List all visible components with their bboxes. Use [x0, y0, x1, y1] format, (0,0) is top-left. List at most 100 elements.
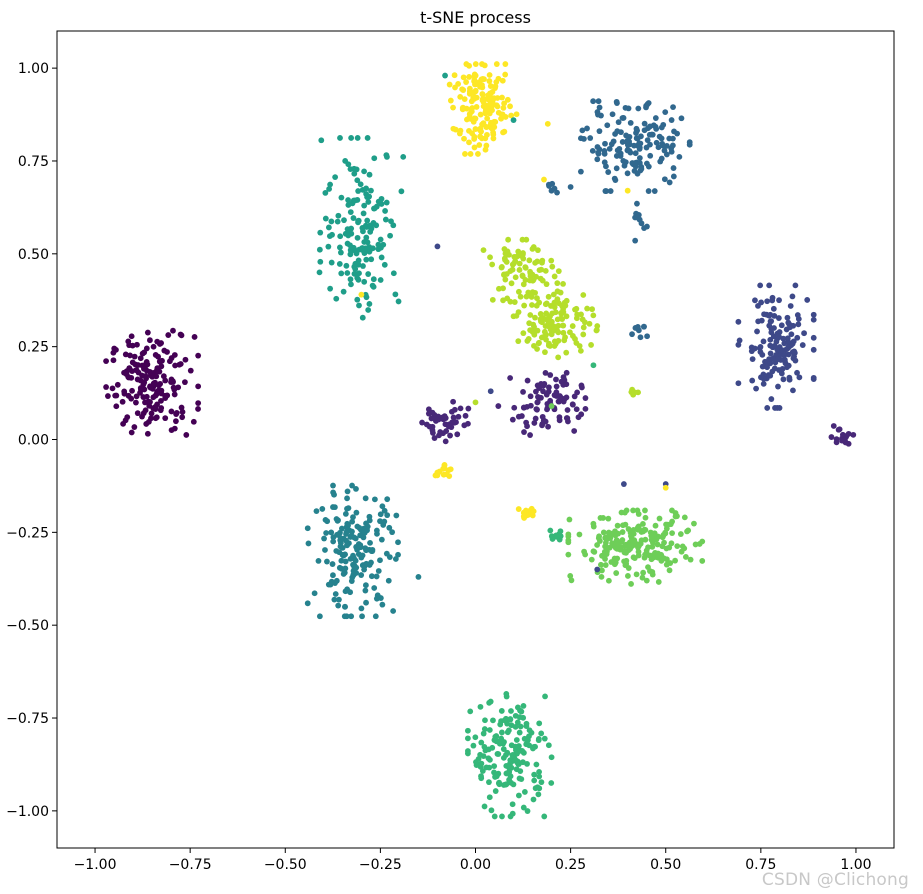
- scatter-point-class-5: [390, 270, 397, 277]
- scatter-point-class-2: [771, 313, 778, 319]
- scatter-point-class-0: [148, 410, 155, 417]
- scatter-point-class-0: [137, 355, 144, 362]
- scatter-point-class-1: [531, 420, 538, 426]
- scatter-point-class-1: [465, 420, 471, 427]
- scatter-point-class-4: [359, 613, 365, 620]
- scatter-point-class-3: [594, 109, 601, 115]
- scatter-point-class-7: [667, 560, 674, 566]
- scatter-point-class-9: [473, 104, 480, 110]
- scatter-point-class-6: [504, 729, 511, 736]
- scatter-point-class-3: [617, 150, 624, 157]
- scatter-point-class-4: [332, 591, 339, 597]
- scatter-point-class-2: [754, 328, 760, 335]
- scatter-point-class-9: [479, 76, 486, 82]
- scatter-point-class-1: [527, 393, 534, 400]
- scatter-point-class-8: [562, 334, 568, 341]
- scatter-point-class-6: [478, 760, 485, 767]
- scatter-point-class-1: [547, 372, 554, 378]
- scatter-point-class-7: [603, 551, 610, 557]
- scatter-point-class-5: [388, 218, 394, 225]
- scatter-point-class-8: [551, 343, 558, 349]
- scatter-point-class-9: [479, 61, 485, 67]
- scatter-point-class-5: [334, 218, 341, 225]
- scatter-point-class-5: [363, 234, 370, 241]
- scatter-point-class-3: [666, 179, 673, 186]
- scatter-point-class-3: [632, 237, 639, 244]
- scatter-point-class-5: [366, 301, 373, 307]
- scatter-point-class-7: [635, 511, 642, 517]
- scatter-point-class-9: [495, 75, 502, 82]
- scatter-point-class-4: [349, 518, 356, 525]
- scatter-point-class-8: [502, 257, 508, 263]
- scatter-point-class-4: [373, 527, 380, 534]
- scatter-point-class-9: [450, 125, 457, 132]
- scatter-point-class-6: [535, 736, 542, 742]
- scatter-point-class-6: [503, 770, 510, 777]
- scatter-point-class-1: [448, 424, 455, 431]
- scatter-point-class-5: [366, 193, 373, 200]
- y-tick-label: −1.00: [6, 804, 49, 820]
- scatter-point-class-8: [554, 288, 561, 295]
- scatter-point-class-3: [647, 123, 653, 130]
- scatter-point-class-2: [752, 345, 758, 352]
- scatter-point-class-2: [785, 362, 792, 369]
- scatter-point-class-5: [350, 215, 357, 221]
- scatter-point-class-4: [350, 514, 356, 521]
- scatter-point-class-1: [540, 419, 547, 425]
- scatter-point-class-6: [548, 754, 555, 761]
- scatter-point-class-5: [340, 288, 347, 295]
- scatter-point-class-3: [634, 323, 641, 330]
- scatter-point-class-0: [134, 341, 140, 348]
- scatter-point-class-9: [476, 142, 483, 148]
- scatter-point-class-7: [611, 555, 618, 562]
- scatter-point-class-1: [534, 399, 541, 405]
- scatter-point-class-8: [472, 399, 479, 406]
- scatter-point-class-3: [652, 115, 659, 121]
- scatter-point-class-4: [342, 603, 348, 610]
- scatter-point-class-6: [509, 801, 516, 808]
- scatter-point-class-9: [508, 112, 515, 119]
- scatter-point-class-7: [602, 562, 609, 568]
- scatter-point-class-5: [377, 236, 384, 243]
- scatter-point-class-5: [360, 263, 366, 269]
- scatter-point-class-8: [547, 318, 554, 325]
- scatter-point-class-4: [322, 547, 328, 553]
- scatter-point-class-3: [643, 102, 650, 109]
- scatter-point-class-5: [322, 215, 329, 222]
- scatter-point-class-4: [333, 516, 340, 522]
- scatter-point-class-3: [670, 104, 676, 111]
- scatter-point-class-4: [355, 551, 362, 558]
- scatter-point-class-4: [358, 605, 365, 612]
- scatter-point-class-7: [612, 532, 619, 539]
- scatter-point-class-9: [484, 115, 491, 122]
- scatter-point-class-6: [491, 763, 498, 769]
- scatter-point-class-8: [577, 347, 584, 354]
- scatter-point-class-6: [475, 756, 482, 762]
- scatter-point-class-8: [511, 299, 518, 305]
- scatter-point-class-3: [624, 139, 630, 146]
- scatter-point-class-7: [642, 551, 648, 558]
- scatter-point-class-1: [429, 427, 436, 434]
- scatter-point-class-8: [537, 311, 544, 317]
- scatter-point-class-9: [488, 119, 494, 126]
- scatter-point-class-5: [348, 281, 354, 288]
- scatter-point-class-6: [557, 528, 564, 535]
- scatter-point-class-2: [779, 347, 785, 354]
- scatter-point-class-2: [787, 324, 793, 331]
- scatter-point-class-8: [498, 264, 505, 271]
- scatter-point-class-9: [624, 187, 631, 194]
- scatter-point-class-8: [543, 281, 550, 288]
- scatter-point-class-2: [767, 336, 774, 343]
- scatter-point-class-8: [542, 349, 548, 356]
- scatter-point-class-0: [164, 349, 170, 355]
- scatter-point-class-4: [361, 529, 368, 536]
- scatter-point-class-8: [507, 298, 514, 305]
- scatter-point-class-0: [141, 349, 148, 356]
- scatter-point-class-4: [319, 506, 326, 512]
- scatter-point-class-9: [544, 120, 551, 127]
- scatter-point-class-8: [584, 305, 591, 312]
- scatter-point-class-5: [326, 186, 332, 192]
- scatter-point-class-5: [333, 295, 340, 302]
- scatter-point-class-2: [735, 318, 742, 325]
- scatter-point-class-3: [644, 160, 650, 167]
